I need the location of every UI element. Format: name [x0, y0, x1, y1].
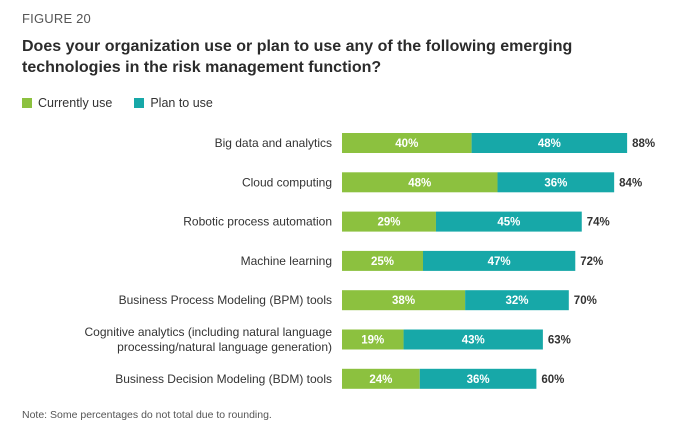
- total-label: 88%: [632, 138, 655, 150]
- data-label: 47%: [488, 256, 511, 268]
- total-label: 70%: [574, 295, 597, 307]
- data-label: 19%: [361, 335, 384, 347]
- category-label-line: Cloud computing: [242, 175, 332, 189]
- data-label: 29%: [377, 217, 400, 229]
- category-label: Cognitive analytics (including natural l…: [85, 325, 333, 354]
- legend-swatch-currently-use: [22, 98, 32, 108]
- data-label: 38%: [392, 295, 415, 307]
- category-label: Cloud computing: [242, 175, 332, 189]
- category-label-line: Machine learning: [241, 254, 332, 268]
- data-label: 40%: [395, 138, 418, 150]
- category-label: Robotic process automation: [183, 215, 332, 229]
- bar-segment-currently-use: [342, 290, 466, 311]
- bar-segment-plan-to-use: [403, 329, 543, 350]
- data-label: 36%: [544, 177, 567, 189]
- category-label: Big data and analytics: [215, 136, 332, 150]
- data-label: 48%: [538, 138, 561, 150]
- figure-label: FIGURE 20: [22, 11, 91, 26]
- total-label: 84%: [619, 177, 642, 189]
- chart-title: Does your organization use or plan to us…: [22, 36, 622, 78]
- data-label: 45%: [497, 217, 520, 229]
- bar-segment-currently-use: [342, 250, 423, 271]
- footnote: Note: Some percentages do not total due …: [22, 409, 272, 421]
- chart-legend: Currently use Plan to use: [22, 96, 235, 110]
- bar-segment-currently-use: [342, 368, 420, 389]
- category-label-line: Business Decision Modeling (BDM) tools: [115, 372, 332, 386]
- category-label: Business Decision Modeling (BDM) tools: [115, 372, 332, 386]
- chart-title-line-2: technologies in the risk management func…: [22, 59, 382, 76]
- bar-segment-currently-use: [342, 211, 436, 232]
- legend-label-currently-use: Currently use: [38, 96, 113, 110]
- chart-title-line-1: Does your organization use or plan to us…: [22, 38, 573, 55]
- bar-segment-currently-use: [342, 172, 498, 193]
- category-label-line: processing/natural language generation): [117, 340, 332, 354]
- data-label: 32%: [505, 295, 528, 307]
- data-label: 25%: [371, 256, 394, 268]
- category-label-line: Cognitive analytics (including natural l…: [85, 325, 333, 339]
- data-label: 24%: [369, 374, 392, 386]
- category-label: Machine learning: [241, 254, 332, 268]
- category-label-line: Big data and analytics: [215, 136, 332, 150]
- bar-segment-plan-to-use: [471, 133, 628, 153]
- bar-segment-currently-use: [342, 133, 472, 153]
- total-label: 60%: [541, 374, 564, 386]
- category-label-line: Robotic process automation: [183, 215, 332, 229]
- data-label: 48%: [408, 177, 431, 189]
- data-label: 43%: [462, 335, 485, 347]
- total-label: 74%: [587, 217, 610, 229]
- total-label: 63%: [548, 335, 571, 347]
- bar-segment-plan-to-use: [497, 172, 615, 193]
- data-label: 36%: [467, 374, 490, 386]
- bar-segment-plan-to-use: [465, 290, 569, 311]
- total-label: 72%: [580, 256, 603, 268]
- bar-segment-plan-to-use: [419, 368, 537, 389]
- bar-segment-currently-use: [342, 329, 404, 350]
- category-label-line: Business Process Modeling (BPM) tools: [119, 293, 332, 307]
- bar-segment-plan-to-use: [435, 211, 582, 232]
- legend-label-plan-to-use: Plan to use: [150, 96, 213, 110]
- bar-segment-plan-to-use: [423, 250, 576, 271]
- legend-item-currently-use: Currently use: [22, 96, 112, 110]
- category-label: Business Process Modeling (BPM) tools: [119, 293, 332, 307]
- legend-item-plan-to-use: Plan to use: [134, 96, 213, 110]
- legend-swatch-plan-to-use: [134, 98, 145, 108]
